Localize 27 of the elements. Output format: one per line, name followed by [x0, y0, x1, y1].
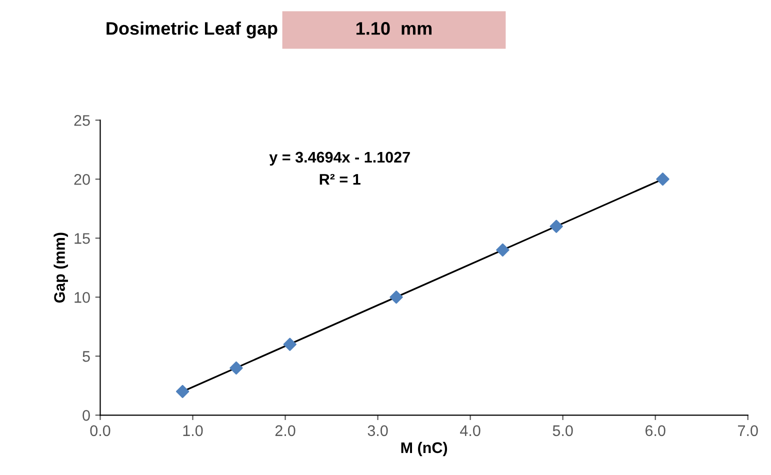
x-tick-label: 7.0 [738, 425, 758, 436]
annotation: y = 3.4694x - 1.1027 [269, 152, 410, 166]
x-tick-label: 6.0 [646, 425, 666, 436]
y-tick-label: 10 [74, 292, 90, 303]
text: 1.10 mm [356, 22, 432, 35]
point [283, 338, 296, 351]
x-tick-label: 1.0 [183, 425, 203, 436]
y-tick-label: 25 [74, 115, 90, 126]
y-tick-label: 5 [82, 351, 90, 362]
x-tick-label: 0.0 [90, 425, 110, 436]
point [390, 290, 403, 304]
point [656, 172, 670, 186]
annotation: R² = 1 [320, 174, 360, 185]
point [230, 361, 243, 375]
y-tick-label: 15 [74, 233, 90, 244]
x-tick-label: 3.0 [368, 425, 388, 436]
point [496, 243, 510, 257]
y-axis-title: Gap (mm) [54, 232, 68, 303]
x-tick-label: 5.0 [552, 425, 573, 436]
x-tick-label: 4.0 [460, 425, 480, 436]
y-tick-label: 20 [74, 174, 90, 185]
x-axis-title: M (nC) [401, 442, 448, 456]
text: Dosimetric Leaf gap [106, 22, 278, 38]
y-tick-label: 0 [82, 410, 90, 421]
point [550, 220, 563, 233]
x-tick-label: 2.0 [275, 425, 296, 436]
point [176, 384, 190, 398]
